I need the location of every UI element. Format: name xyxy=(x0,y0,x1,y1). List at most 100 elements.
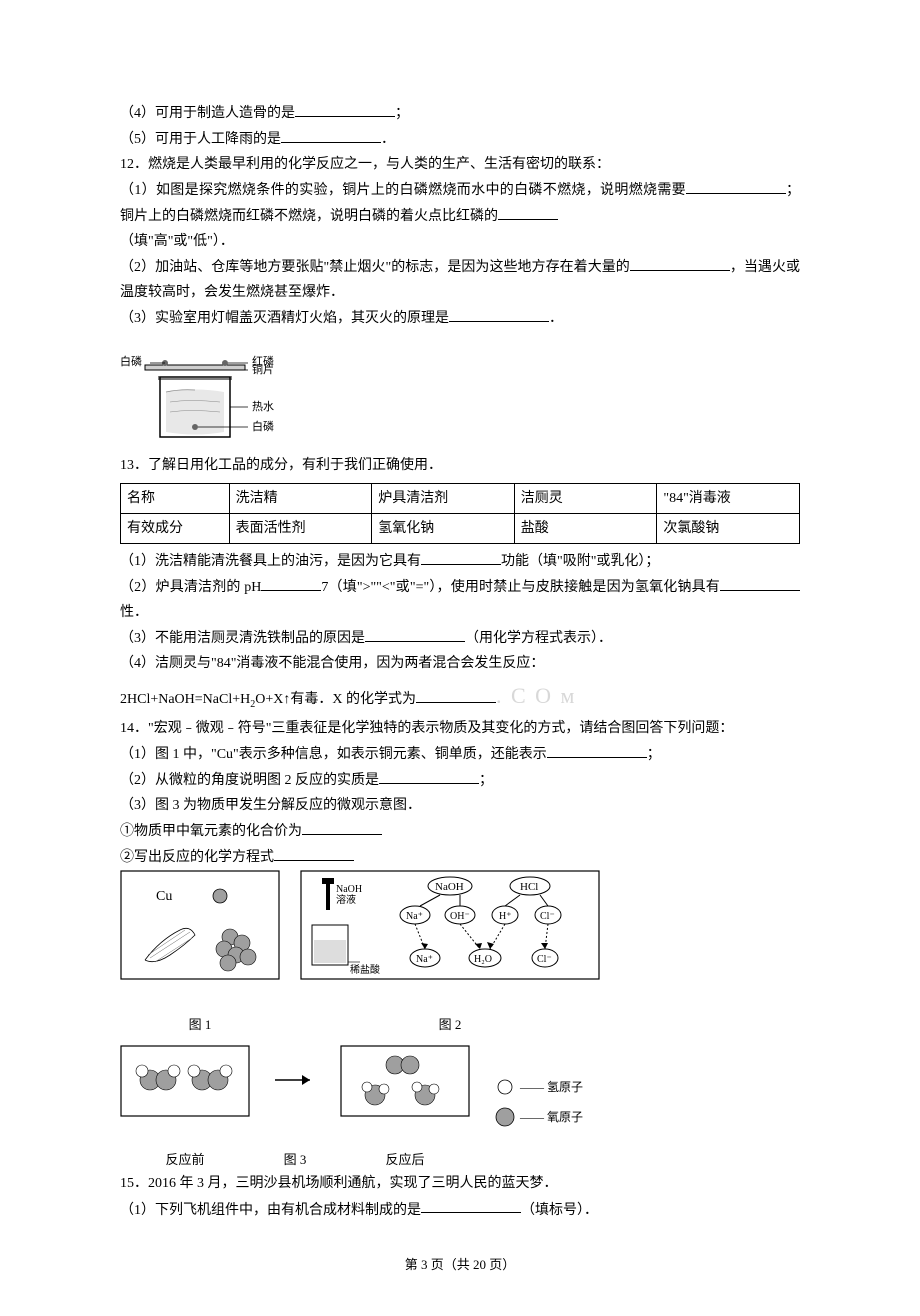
blank-q13-2a[interactable] xyxy=(261,574,321,591)
t: O+X↑有毒．X 的化学式为 xyxy=(255,692,416,707)
blank-q12-2[interactable] xyxy=(630,254,730,271)
t: （2）从微粒的角度说明图 2 反应的实质是 xyxy=(120,773,379,788)
q12-1c: （填"高"或"低"）． xyxy=(120,229,800,254)
blank-q12-3[interactable] xyxy=(449,305,549,322)
blank-q13-3[interactable] xyxy=(365,625,465,642)
svg-text:NaOH: NaOH xyxy=(336,884,362,895)
blank-q12-1a[interactable] xyxy=(686,177,786,194)
watermark: . C O ᴍ xyxy=(496,683,576,708)
fig1-svg: Cu xyxy=(120,870,280,1000)
svg-text:H₂O: H₂O xyxy=(474,954,492,965)
t: （填标号）． xyxy=(521,1202,598,1217)
q11-4: （4）可用于制造人造骨的是 ； xyxy=(120,100,800,126)
t: （用化学方程式表示）． xyxy=(465,631,612,646)
t: 2HCl+NaOH=NaCl+H xyxy=(120,692,250,707)
q14-2: （2）从微粒的角度说明图 2 反应的实质是； xyxy=(120,767,800,793)
fig3-legend: —— 氢原子 —— 氧原子 xyxy=(490,1069,630,1148)
q12-3b: ． xyxy=(549,311,563,326)
label-wp-bot: 白磷 xyxy=(252,419,274,433)
label-hw: 热水 xyxy=(252,400,274,413)
svg-text:Cl⁻: Cl⁻ xyxy=(537,954,552,965)
q13-3: （3）不能用洁厕灵清洗铁制品的原因是（用化学方程式表示）． xyxy=(120,625,800,651)
table-row: 名称 洗洁精 炉具清洁剂 洁厕灵 "84"消毒液 xyxy=(121,483,800,513)
blank-q14-3-2[interactable] xyxy=(274,844,354,861)
blank-q14-2[interactable] xyxy=(379,767,479,784)
cell: 表面活性剂 xyxy=(229,513,372,543)
fig3-after-cap: 反应后 xyxy=(340,1148,470,1171)
cell: 次氯酸钠 xyxy=(657,513,800,543)
fig1-wrap: Cu 图 1 xyxy=(120,870,280,1037)
fig2-wrap: NaOH 溶液 稀盐酸 NaOH HCl Na⁺ OH⁻ H⁺ xyxy=(300,870,600,1037)
blank-q11-4[interactable] xyxy=(295,100,395,117)
t: 功能（填"吸附"或乳化）； xyxy=(501,554,659,569)
fig3-arrow: 图 3 xyxy=(270,1045,320,1172)
blank-q15-1[interactable] xyxy=(421,1197,521,1214)
q11-5-text: （5）可用于人工降雨的是 xyxy=(120,132,281,147)
page-content: （4）可用于制造人造骨的是 ； （5）可用于人工降雨的是 ． 12．燃烧是人类最早利… xyxy=(120,100,800,1276)
label-wp-top: 白磷 xyxy=(120,354,142,368)
q12-2: （2）加油站、仓库等地方要张贴"禁止烟火"的标志，是因为这些地方存在着大量的，当… xyxy=(120,254,800,305)
blank-q13-4[interactable] xyxy=(416,687,496,704)
fig2-caption: 图 2 xyxy=(300,1013,600,1036)
q12-2a: （2）加油站、仓库等地方要张贴"禁止烟火"的标志，是因为这些地方存在着大量的 xyxy=(120,260,630,275)
q11-4-text: （4）可用于制造人造骨的是 xyxy=(120,106,295,121)
q13-1: （1）洗洁精能清洗餐具上的油污，是因为它具有功能（填"吸附"或乳化）； xyxy=(120,548,800,574)
fig3-before: 反应前 xyxy=(120,1045,250,1172)
label-cu: 铜片 xyxy=(252,362,274,376)
t: 性． xyxy=(120,605,148,620)
cell: 盐酸 xyxy=(514,513,657,543)
cell: "84"消毒液 xyxy=(657,483,800,513)
q14-intro: 14．"宏观﹣微观﹣符号"三重表征是化学独特的表示物质及其变化的方式，请结合图回… xyxy=(120,716,800,741)
svg-text:HCl: HCl xyxy=(520,881,538,893)
cell: 名称 xyxy=(121,483,230,513)
cell: 炉具清洁剂 xyxy=(372,483,515,513)
q11-4-tail: ； xyxy=(395,106,409,121)
cell: 氢氧化钠 xyxy=(372,513,515,543)
q14-1: （1）图 1 中，"Cu"表示多种信息，如表示铜元素、铜单质，还能表示 ； xyxy=(120,741,800,767)
t: （4）洁厕灵与"84"消毒液不能混合使用，因为两者混合会发生反应： xyxy=(120,656,544,671)
blank-q13-2b[interactable] xyxy=(720,574,800,591)
q12-3: （3）实验室用灯帽盖灭酒精灯火焰，其灭火的原理是． xyxy=(120,305,800,331)
t: （1）图 1 中，"Cu"表示多种信息，如表示铜元素、铜单质，还能表示 xyxy=(120,747,547,762)
q14-3-2: ②写出反应的化学方程式 xyxy=(120,844,800,870)
q13-table: 名称 洗洁精 炉具清洁剂 洁厕灵 "84"消毒液 有效成分 表面活性剂 氢氧化钠… xyxy=(120,483,800,544)
q15-intro: 15．2016 年 3 月，三明沙县机场顺利通航，实现了三明人民的蓝天梦． xyxy=(120,1171,800,1196)
blank-q14-3-1[interactable] xyxy=(302,818,382,835)
q12-intro: 12．燃烧是人类最早利用的化学反应之一，与人类的生产、生活有密切的联系： xyxy=(120,152,800,177)
table-row: 有效成分 表面活性剂 氢氧化钠 盐酸 次氯酸钠 xyxy=(121,513,800,543)
fig1-caption: 图 1 xyxy=(120,1013,280,1036)
cell: 洗洁精 xyxy=(229,483,372,513)
t: ； xyxy=(647,747,661,762)
q14-3: （3）图 3 为物质甲发生分解反应的微观示意图． xyxy=(120,793,800,818)
q12-diagram: 白磷 红磷 铜片 热水 白磷 xyxy=(120,337,800,447)
q11-5-tail: ． xyxy=(381,132,395,147)
cell: 有效成分 xyxy=(121,513,230,543)
svg-text:溶液: 溶液 xyxy=(336,893,356,906)
fig3-caption: 图 3 xyxy=(270,1148,320,1171)
q14-figs-row1: Cu 图 1 xyxy=(120,870,800,1037)
q12-1: （1）如图是探究燃烧条件的实验，铜片上的白磷燃烧而水中的白磷不燃烧，说明燃烧需要… xyxy=(120,177,800,229)
blank-q14-1[interactable] xyxy=(547,741,647,758)
t: 7（填">""<"或"="），使用时禁止与皮肤接触是因为氢氧化钠具有 xyxy=(321,580,720,595)
q13-2: （2）炉具清洁剂的 pH 7（填">""<"或"="），使用时禁止与皮肤接触是因为… xyxy=(120,574,800,625)
blank-q13-1[interactable] xyxy=(421,548,501,565)
page-footer: 第 3 页（共 20 页） xyxy=(120,1253,800,1276)
q15-1: （1）下列飞机组件中，由有机合成材料制成的是 （填标号）． xyxy=(120,1197,800,1223)
svg-text:Cl⁻: Cl⁻ xyxy=(540,911,555,922)
q14-figs-row2: 反应前 图 3 xyxy=(120,1045,800,1172)
t: （2）炉具清洁剂的 pH xyxy=(120,580,261,595)
fig3-after: 反应后 xyxy=(340,1045,470,1172)
blank-q12-1b[interactable] xyxy=(498,203,558,220)
q14-3-1: ①物质甲中氧元素的化合价为 xyxy=(120,818,800,844)
q11-5: （5）可用于人工降雨的是 ． xyxy=(120,126,800,152)
fig2-svg: NaOH 溶液 稀盐酸 NaOH HCl Na⁺ OH⁻ H⁺ xyxy=(300,870,600,1000)
svg-text:稀盐酸: 稀盐酸 xyxy=(350,963,380,976)
blank-q11-5[interactable] xyxy=(281,126,381,143)
q13-intro: 13．了解日用化工品的成分，有利于我们正确使用． xyxy=(120,453,800,478)
t: （1）下列飞机组件中，由有机合成材料制成的是 xyxy=(120,1202,421,1217)
svg-text:Na⁺: Na⁺ xyxy=(406,911,423,922)
q13-4b: 2HCl+NaOH=NaCl+H2O+X↑有毒．X 的化学式为. C O ᴍ xyxy=(120,676,800,716)
page-number: 第 3 页（共 20 页） xyxy=(405,1257,516,1272)
svg-text:H⁺: H⁺ xyxy=(499,911,512,922)
svg-text:Na⁺: Na⁺ xyxy=(416,954,433,965)
